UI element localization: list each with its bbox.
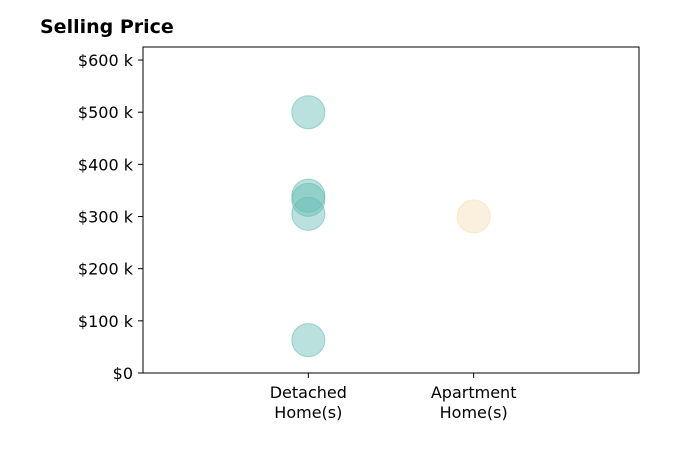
y-tick-label: $300 k xyxy=(78,208,134,227)
x-tick-label: Detached Home(s) xyxy=(270,383,347,422)
data-point xyxy=(291,178,326,213)
x-axis: Detached Home(s) Apartment Home(s) xyxy=(270,373,517,422)
y-tick-label: $100 k xyxy=(78,312,134,331)
y-tick-label: $500 k xyxy=(78,103,134,122)
data-point xyxy=(291,95,326,130)
data-point xyxy=(291,196,326,231)
plot-frame xyxy=(142,46,640,374)
y-tick-label: $200 k xyxy=(78,260,134,279)
data-point xyxy=(456,199,491,234)
y-axis: $0 $100 k $200 k $300 k $400 k $500 k $600 k xyxy=(78,51,143,383)
y-tick-label: $400 k xyxy=(78,155,134,174)
points-layer xyxy=(291,95,491,358)
data-point xyxy=(291,182,326,217)
y-tick-label: $0 xyxy=(113,364,133,383)
x-tick-label: Apartment Home(s) xyxy=(431,383,517,422)
y-tick-label: $600 k xyxy=(78,51,134,70)
data-point xyxy=(291,323,326,358)
chart-title: Selling Price xyxy=(40,16,174,38)
